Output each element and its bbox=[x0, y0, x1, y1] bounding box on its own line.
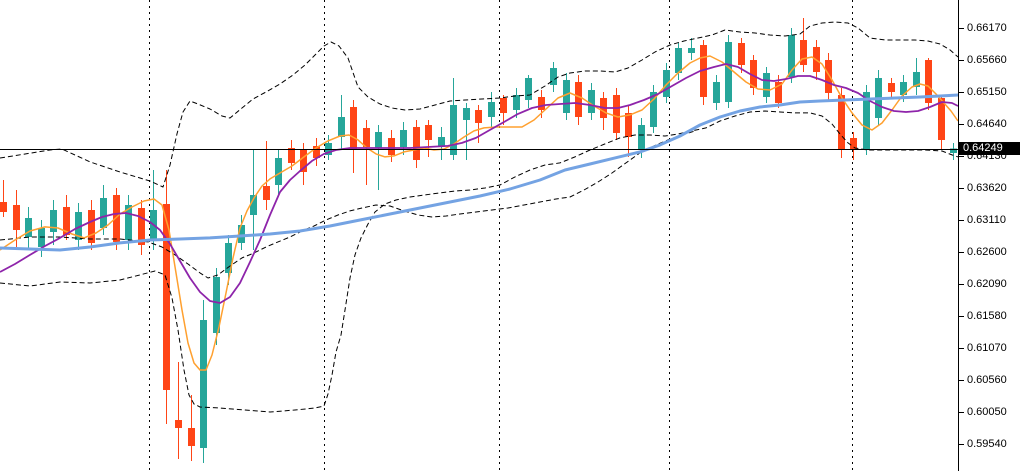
price-axis-tick bbox=[959, 284, 964, 285]
candle-bull bbox=[525, 75, 532, 108]
price-axis-label: 0.65660 bbox=[967, 54, 1007, 66]
price-axis-label: 0.63110 bbox=[967, 214, 1006, 226]
price-axis-tick bbox=[959, 60, 964, 61]
candle-bear bbox=[938, 95, 945, 150]
candle-bear bbox=[288, 139, 295, 170]
candle-bear bbox=[138, 200, 145, 255]
candle-bear bbox=[925, 58, 932, 110]
candle-bear bbox=[888, 78, 895, 98]
price-axis-tick bbox=[959, 348, 964, 349]
candle-bull bbox=[688, 38, 695, 60]
price-axis-label: 0.60050 bbox=[967, 406, 1007, 418]
chart-area[interactable] bbox=[0, 0, 958, 471]
candle-bear bbox=[188, 395, 195, 461]
candle-bull bbox=[650, 85, 657, 133]
candle-bear bbox=[425, 120, 432, 157]
candlestick-plot bbox=[0, 0, 958, 471]
price-axis-label: 0.61070 bbox=[967, 342, 1007, 354]
candle-bull bbox=[150, 170, 157, 250]
candle-bear bbox=[800, 18, 807, 72]
candle-bull bbox=[563, 73, 570, 120]
price-axis-label: 0.64640 bbox=[967, 118, 1007, 130]
current-price-tag: 0.64249 bbox=[959, 142, 1020, 155]
price-axis-label: 0.59540 bbox=[967, 438, 1007, 450]
candle-bear bbox=[850, 132, 857, 160]
candle-bull bbox=[863, 85, 870, 155]
candle-bull bbox=[38, 220, 45, 257]
candle-bear bbox=[113, 188, 120, 250]
price-axis[interactable]: 0.64249 0.66170 0.65660 0.65150 0.64640 0.64… bbox=[958, 0, 1029, 471]
price-axis-tick bbox=[959, 252, 964, 253]
candle-bear bbox=[88, 200, 95, 250]
candle-bull bbox=[375, 125, 382, 190]
current-price-value: 0.64249 bbox=[963, 142, 1003, 154]
price-axis-label: 0.63620 bbox=[967, 182, 1007, 194]
band-lower bbox=[0, 110, 958, 413]
price-axis-label: 0.66170 bbox=[967, 22, 1007, 34]
candle-bear bbox=[413, 120, 420, 168]
candle-bear bbox=[263, 140, 270, 210]
price-axis-tick bbox=[959, 412, 964, 413]
candle-bear bbox=[363, 120, 370, 185]
price-axis-label: 0.60560 bbox=[967, 374, 1007, 386]
price-axis-label: 0.65150 bbox=[967, 86, 1007, 98]
candle-bull bbox=[325, 135, 332, 160]
candle-bear bbox=[500, 95, 507, 125]
price-axis-tick bbox=[959, 156, 964, 157]
candle-bull bbox=[488, 92, 495, 128]
price-axis-label: 0.62600 bbox=[967, 246, 1007, 258]
candle-bear bbox=[63, 194, 70, 240]
candle-bull bbox=[675, 43, 682, 80]
candle-bull bbox=[725, 35, 732, 108]
candle-bear bbox=[825, 53, 832, 100]
price-axis-tick bbox=[959, 92, 964, 93]
candle-bull bbox=[438, 127, 445, 160]
candle-bull bbox=[275, 150, 282, 195]
price-axis-tick bbox=[959, 28, 964, 29]
candle-bear bbox=[0, 180, 7, 217]
candle-bull bbox=[713, 75, 720, 110]
candle-bull bbox=[200, 300, 207, 463]
candle-bull bbox=[50, 200, 57, 245]
candle-bear bbox=[575, 75, 582, 125]
candle-bear bbox=[350, 100, 357, 173]
price-axis-label: 0.61580 bbox=[967, 310, 1007, 322]
price-axis-tick bbox=[959, 444, 964, 445]
price-axis-tick bbox=[959, 188, 964, 189]
candle-bull bbox=[100, 185, 107, 235]
candle-bull bbox=[513, 88, 520, 118]
candle-bull bbox=[588, 82, 595, 120]
candle-bull bbox=[913, 58, 920, 95]
candle-bull bbox=[25, 207, 32, 250]
band-upper bbox=[0, 21, 958, 188]
band-inner bbox=[0, 130, 696, 279]
candle-bull bbox=[788, 28, 795, 83]
candle-bear bbox=[613, 88, 620, 140]
ma-medium-purple bbox=[0, 63, 958, 304]
candle-bear bbox=[163, 170, 170, 424]
candle-bull bbox=[338, 95, 345, 150]
candle-bear bbox=[738, 38, 745, 73]
candle-bull bbox=[213, 268, 220, 345]
candle-bull bbox=[550, 62, 557, 92]
candle-bull bbox=[763, 67, 770, 103]
price-axis-tick bbox=[959, 380, 964, 381]
candle-bear bbox=[313, 137, 320, 166]
candle-bear bbox=[175, 362, 182, 459]
price-axis-tick bbox=[959, 124, 964, 125]
candle-bull bbox=[463, 103, 470, 160]
ma-slow-blue bbox=[0, 93, 958, 252]
price-axis-tick bbox=[959, 316, 964, 317]
candle-bull bbox=[450, 78, 457, 160]
candle-bear bbox=[700, 40, 707, 105]
price-axis-tick bbox=[959, 220, 964, 221]
candle-bear bbox=[13, 190, 20, 247]
candle-bear bbox=[625, 105, 632, 157]
candle-bull bbox=[238, 215, 245, 250]
price-axis-label: 0.62090 bbox=[967, 278, 1007, 290]
candle-bull bbox=[950, 142, 957, 160]
